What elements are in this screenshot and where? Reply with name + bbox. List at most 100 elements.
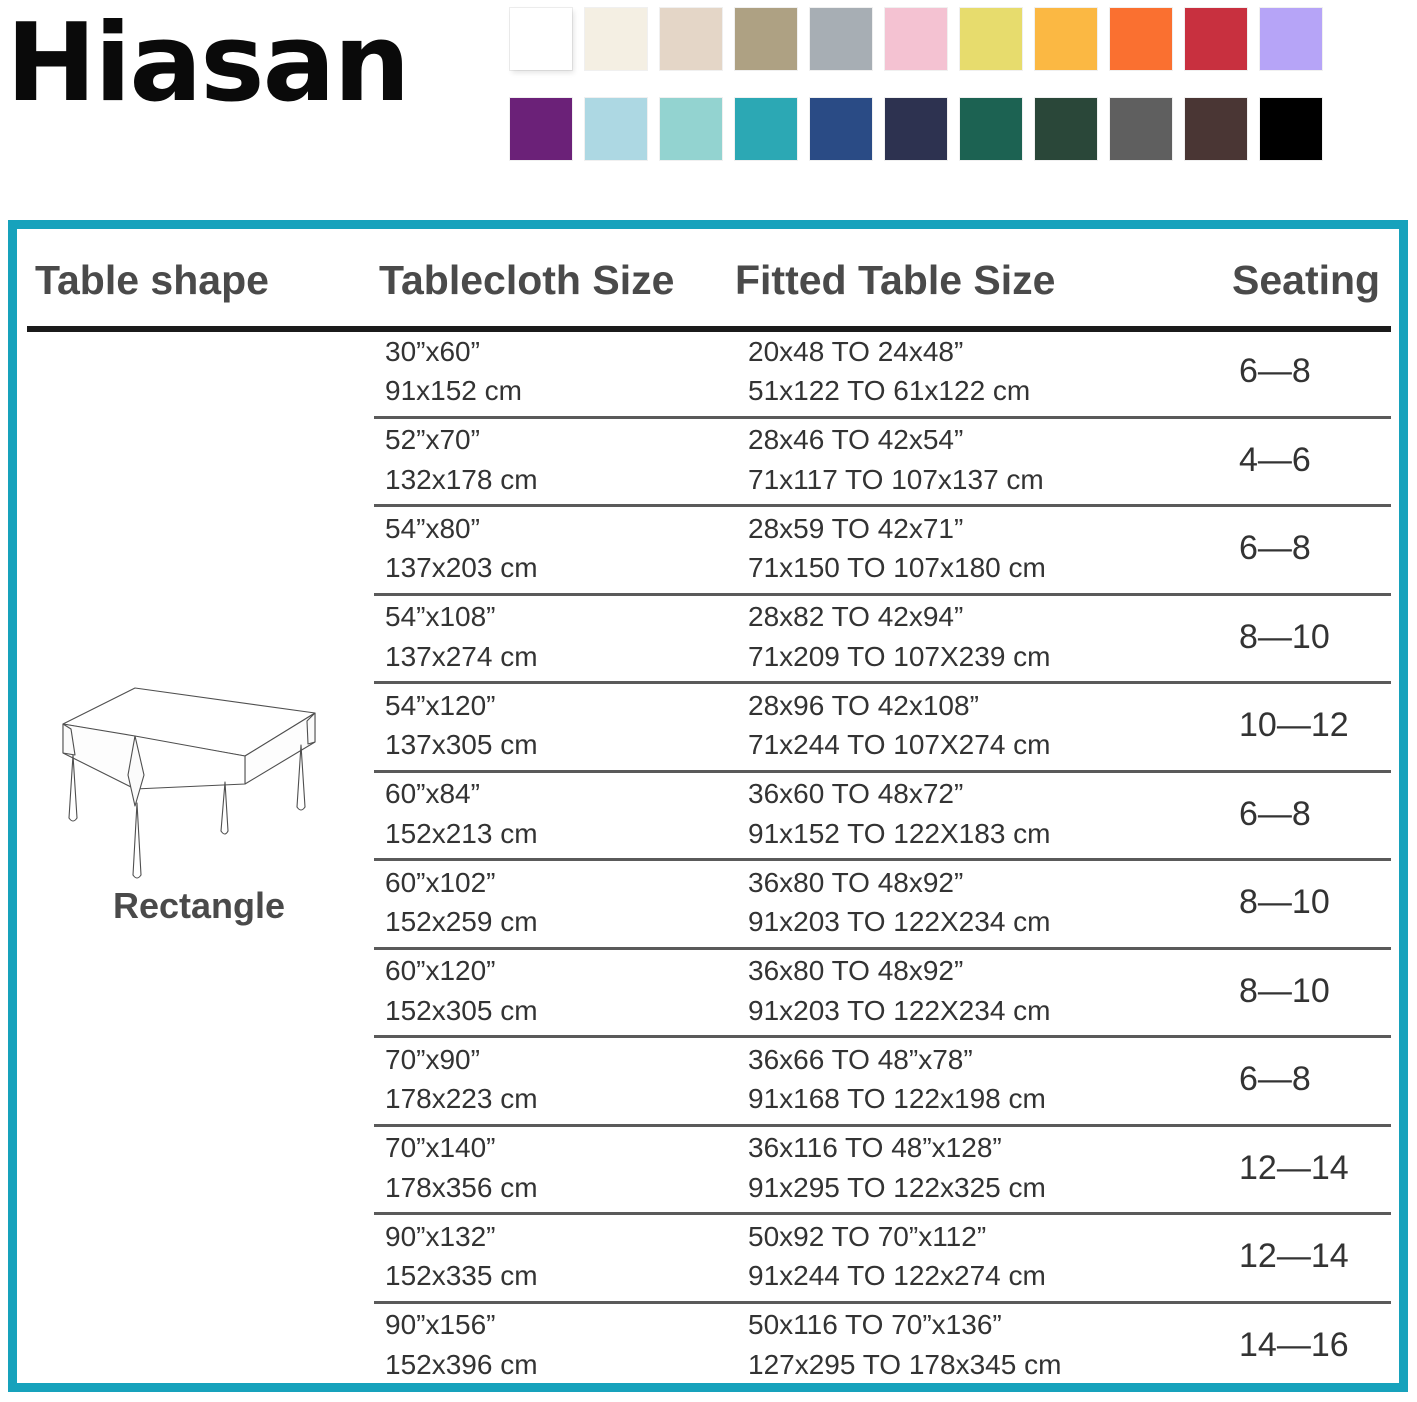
swatch-cell[interactable] xyxy=(810,98,885,188)
swatch-row-2 xyxy=(510,98,1410,188)
swatch-cell[interactable] xyxy=(960,8,1035,98)
fitted-size-inches: 36x116 TO 48”x128” xyxy=(748,1132,1002,1163)
table-row: 54”x108” 137x274 cm 28x82 TO 42x94” 71x209 … xyxy=(17,592,1399,682)
color-swatch-dark-brown[interactable] xyxy=(1185,98,1247,160)
size-chart-table-body: 30”x60” 91x152 cm 20x48 TO 24x48” 51x122 TO… xyxy=(17,327,1399,1389)
cell-tablecloth-size: 54”x80” 137x203 cm xyxy=(385,509,538,589)
color-swatch-grid xyxy=(510,8,1410,188)
cell-tablecloth-size: 70”x140” 178x356 cm xyxy=(385,1128,538,1208)
swatch-cell[interactable] xyxy=(585,98,660,188)
swatch-cell[interactable] xyxy=(1110,98,1185,188)
fitted-size-cm: 91x168 TO 122x198 cm xyxy=(748,1083,1046,1115)
cell-fitted-table-size: 36x60 TO 48x72” 91x152 TO 122X183 cm xyxy=(748,774,1051,854)
swatch-cell[interactable] xyxy=(1260,8,1335,98)
color-swatch-grey[interactable] xyxy=(810,8,872,70)
cell-fitted-table-size: 50x116 TO 70”x136” 127x295 TO 178x345 cm xyxy=(748,1305,1061,1385)
cell-tablecloth-size: 70”x90” 178x223 cm xyxy=(385,1040,538,1120)
color-swatch-dark-green[interactable] xyxy=(1035,98,1097,160)
cell-fitted-table-size: 28x59 TO 42x71” 71x150 TO 107x180 cm xyxy=(748,509,1046,589)
color-swatch-lavender[interactable] xyxy=(1260,8,1322,70)
swatch-cell[interactable] xyxy=(885,8,960,98)
swatch-cell[interactable] xyxy=(735,98,810,188)
cell-tablecloth-size: 60”x102” 152x259 cm xyxy=(385,863,538,943)
swatch-cell[interactable] xyxy=(885,98,960,188)
table-row: 70”x140” 178x356 cm 36x116 TO 48”x128” 91x2… xyxy=(17,1123,1399,1213)
table-row: 60”x102” 152x259 cm 36x80 TO 48x92” 91x203 … xyxy=(17,858,1399,947)
swatch-cell[interactable] xyxy=(510,8,585,98)
tablecloth-size-cm: 137x305 cm xyxy=(385,729,538,761)
swatch-cell[interactable] xyxy=(1185,98,1260,188)
swatch-cell[interactable] xyxy=(1110,8,1185,98)
fitted-size-inches: 28x82 TO 42x94” xyxy=(748,601,964,632)
cell-seating: 6—8 xyxy=(1239,794,1311,833)
swatch-cell[interactable] xyxy=(960,98,1035,188)
cell-tablecloth-size: 60”x120” 152x305 cm xyxy=(385,951,538,1031)
color-swatch-light-blue[interactable] xyxy=(585,98,647,160)
cell-tablecloth-size: 60”x84” 152x213 cm xyxy=(385,774,538,854)
cell-seating: 6—8 xyxy=(1239,352,1311,391)
swatch-cell[interactable] xyxy=(1035,8,1110,98)
color-swatch-taupe[interactable] xyxy=(735,8,797,70)
tablecloth-size-inches: 70”x90” xyxy=(385,1043,480,1075)
color-swatch-purple[interactable] xyxy=(510,98,572,160)
tablecloth-size-inches: 60”x84” xyxy=(385,778,480,809)
color-swatch-white[interactable] xyxy=(510,8,572,70)
tablecloth-size-inches: 54”x120” xyxy=(385,689,496,721)
cell-fitted-table-size: 20x48 TO 24x48” 51x122 TO 61x122 cm xyxy=(748,332,1030,412)
cell-seating: 12—14 xyxy=(1239,1237,1349,1276)
fitted-size-cm: 71x150 TO 107x180 cm xyxy=(748,552,1046,584)
swatch-cell[interactable] xyxy=(810,8,885,98)
cell-seating: 6—8 xyxy=(1239,529,1311,568)
table-row: 90”x132” 152x335 cm 50x92 TO 70”x112” 91x24… xyxy=(17,1212,1399,1301)
cell-tablecloth-size: 90”x132” 152x335 cm xyxy=(385,1217,538,1297)
swatch-cell[interactable] xyxy=(660,98,735,188)
brand-logo: Hiasan xyxy=(6,1,410,126)
fitted-size-cm: 51x122 TO 61x122 cm xyxy=(748,375,1031,407)
fitted-size-cm: 127x295 TO 178x345 cm xyxy=(748,1348,1062,1380)
swatch-cell[interactable] xyxy=(585,8,660,98)
color-swatch-dark-grey[interactable] xyxy=(1110,98,1172,160)
color-swatch-aqua[interactable] xyxy=(660,98,722,160)
color-swatch-black[interactable] xyxy=(1260,98,1322,160)
cell-seating: 4—6 xyxy=(1239,440,1311,479)
color-swatch-dark-navy[interactable] xyxy=(885,98,947,160)
swatch-cell[interactable] xyxy=(1185,8,1260,98)
cell-tablecloth-size: 30”x60” 91x152 cm xyxy=(385,332,522,412)
fitted-size-inches: 36x80 TO 48x92” xyxy=(748,866,964,898)
fitted-size-inches: 28x46 TO 42x54” xyxy=(748,424,964,455)
cell-seating: 14—16 xyxy=(1239,1325,1349,1364)
color-swatch-beige[interactable] xyxy=(660,8,722,70)
tablecloth-size-inches: 54”x108” xyxy=(385,601,496,632)
column-header-tablecloth-size: Tablecloth Size xyxy=(379,257,675,303)
cell-seating: 12—14 xyxy=(1239,1148,1349,1187)
fitted-size-inches: 36x60 TO 48x72” xyxy=(748,778,964,809)
cell-fitted-table-size: 28x96 TO 42x108” 71x244 TO 107X274 cm xyxy=(748,686,1051,766)
cell-fitted-table-size: 28x46 TO 42x54” 71x117 TO 107x137 cm xyxy=(748,420,1044,500)
color-swatch-orange[interactable] xyxy=(1110,8,1172,70)
color-swatch-navy-blue[interactable] xyxy=(810,98,872,160)
color-swatch-teal[interactable] xyxy=(735,98,797,160)
swatch-row-1 xyxy=(510,8,1410,98)
cell-seating: 10—12 xyxy=(1239,706,1349,745)
tablecloth-size-cm: 152x335 cm xyxy=(385,1260,538,1292)
color-swatch-yellow[interactable] xyxy=(960,8,1022,70)
header-band: Hiasan xyxy=(0,0,1417,205)
tablecloth-size-cm: 152x213 cm xyxy=(385,817,538,849)
cell-tablecloth-size: 54”x120” 137x305 cm xyxy=(385,686,538,766)
column-header-seating: Seating xyxy=(1232,257,1381,303)
swatch-cell[interactable] xyxy=(735,8,810,98)
swatch-cell[interactable] xyxy=(510,98,585,188)
swatch-cell[interactable] xyxy=(1260,98,1335,188)
table-row: 90”x156” 152x396 cm 50x116 TO 70”x136” 127x… xyxy=(17,1300,1399,1390)
color-swatch-pink[interactable] xyxy=(885,8,947,70)
swatch-cell[interactable] xyxy=(660,8,735,98)
swatch-cell[interactable] xyxy=(1035,98,1110,188)
color-swatch-red[interactable] xyxy=(1185,8,1247,70)
color-swatch-cream[interactable] xyxy=(585,8,647,70)
tablecloth-size-cm: 91x152 cm xyxy=(385,375,522,407)
color-swatch-emerald[interactable] xyxy=(960,98,1022,160)
color-swatch-amber[interactable] xyxy=(1035,8,1097,70)
cell-tablecloth-size: 52”x70” 132x178 cm xyxy=(385,420,538,500)
table-row: 70”x90” 178x223 cm 36x66 TO 48”x78” 91x168 … xyxy=(17,1035,1399,1124)
fitted-size-inches: 36x66 TO 48”x78” xyxy=(748,1043,973,1075)
